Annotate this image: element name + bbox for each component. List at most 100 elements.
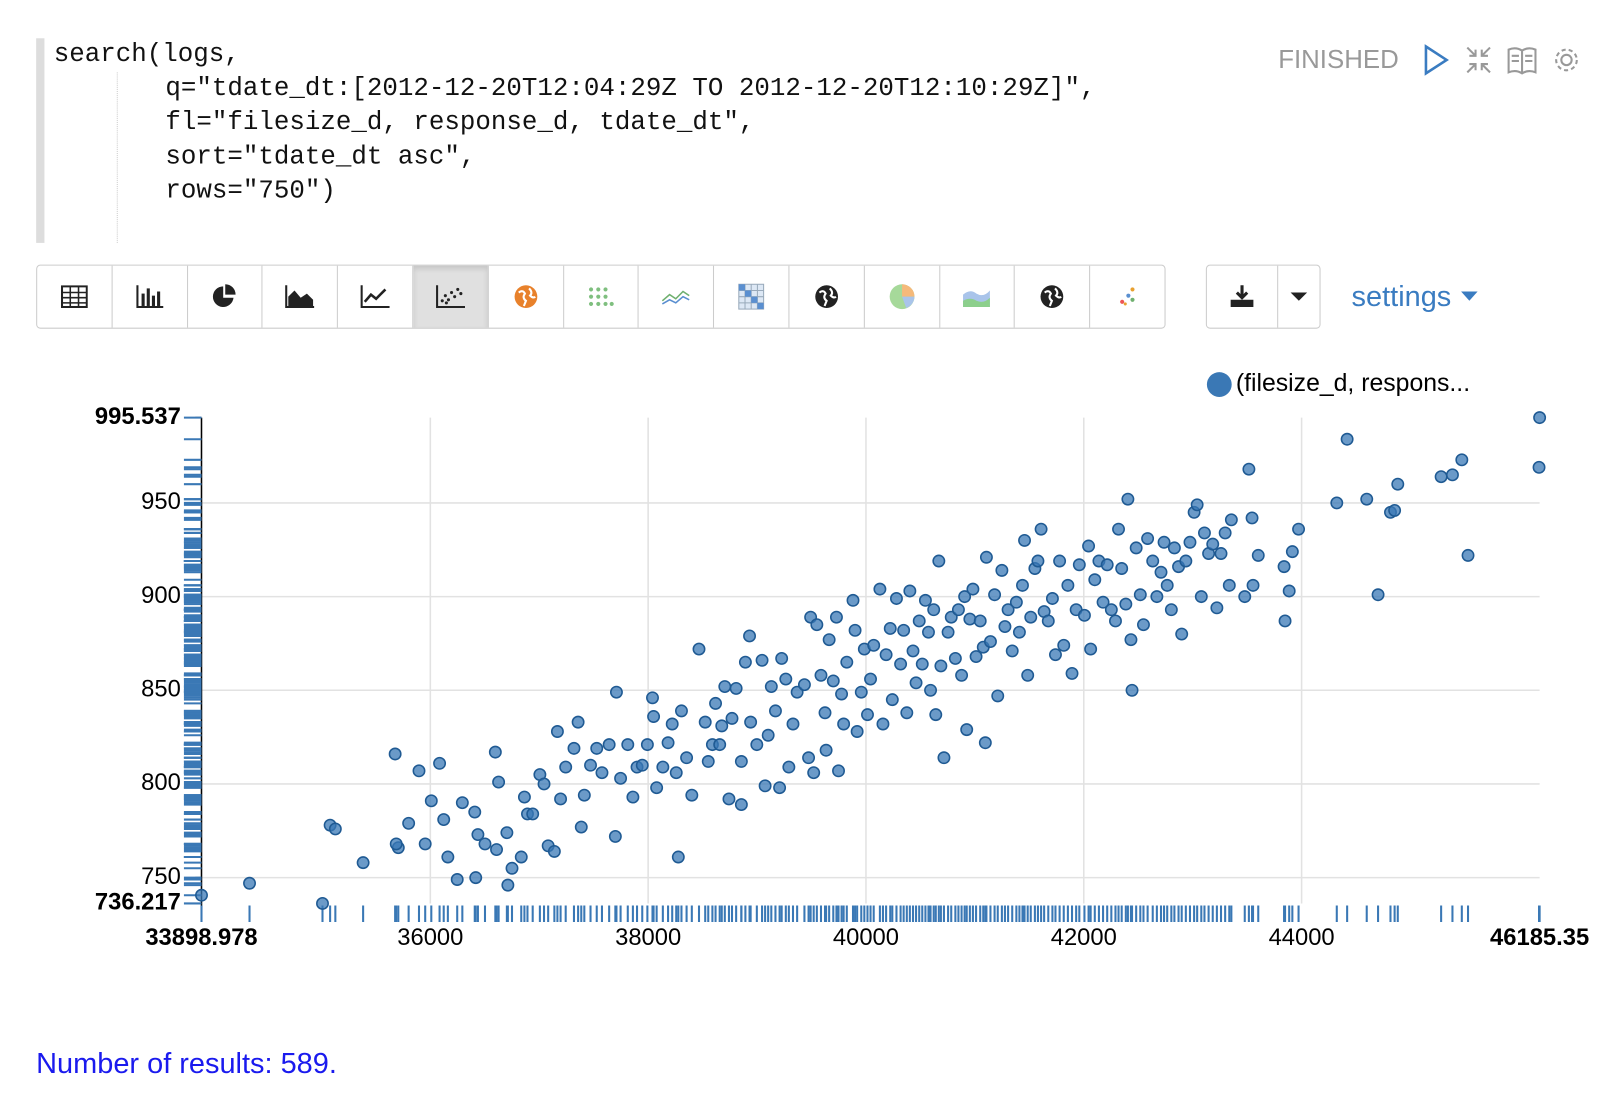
scatter-point	[547, 844, 561, 858]
settings-label[interactable]: settings	[1351, 280, 1452, 313]
scatter-point	[1096, 595, 1110, 609]
scatter-point	[915, 657, 929, 671]
scatter-point	[922, 625, 935, 639]
scatter-point	[1214, 547, 1228, 560]
scatter-point	[761, 728, 775, 742]
globe-button[interactable]	[789, 265, 865, 328]
download-button[interactable]	[1207, 265, 1279, 328]
heatmap-button[interactable]	[564, 265, 639, 328]
book-button[interactable]	[1507, 47, 1537, 75]
scatter-point	[873, 582, 887, 596]
indent-guide	[116, 72, 118, 243]
scatter-point	[797, 678, 811, 692]
x-tick-label: 42000	[1051, 924, 1117, 951]
scatter-point	[743, 629, 756, 643]
y-tick-label: 950	[141, 488, 181, 515]
scatter-point	[646, 691, 659, 705]
line-chart-button[interactable]	[338, 265, 414, 328]
donut-button[interactable]	[865, 265, 940, 328]
table-button[interactable]	[37, 265, 113, 328]
globe-button[interactable]	[1015, 265, 1091, 328]
scatter-point	[640, 738, 654, 752]
scatter-point	[978, 736, 992, 750]
settings-toggle[interactable]: settings	[1352, 280, 1479, 313]
scatter-point	[412, 764, 426, 778]
y-tick-label: 736.217	[95, 889, 181, 916]
scatter-point	[685, 788, 699, 802]
scatter-point	[1034, 522, 1048, 536]
scatter-point	[1222, 578, 1236, 592]
chart: 33898.978 36000 38000 40000 42000 44000 46185.…	[95, 370, 1589, 951]
scatter-point	[680, 751, 694, 765]
map-button[interactable]	[489, 265, 564, 328]
editor-gutter	[36, 38, 45, 243]
scatter-point	[867, 638, 881, 652]
code-line: sort="tdate_dt asc",	[165, 141, 476, 172]
scatter-point	[1206, 537, 1220, 551]
scatter-point	[768, 704, 782, 718]
scatter-point	[1242, 462, 1256, 476]
matrix-button[interactable]	[714, 265, 790, 328]
scatter-point	[1245, 511, 1259, 525]
scatter-point	[501, 878, 515, 892]
scatter-point	[750, 738, 764, 752]
scatter-point	[1278, 614, 1292, 628]
x-tick-label: 44000	[1269, 924, 1335, 951]
scatter-point	[879, 648, 893, 662]
stream-button[interactable]	[940, 265, 1016, 328]
scatter-point	[1125, 683, 1139, 697]
scatter-point	[864, 672, 877, 686]
scatter-point	[1100, 558, 1114, 572]
scatter-point	[786, 717, 800, 731]
scatter-point	[517, 790, 531, 804]
scatter-point	[927, 603, 941, 617]
scatter-point	[1119, 597, 1133, 611]
scatter-point	[328, 822, 342, 836]
scatter-point	[671, 850, 685, 864]
scatter-point	[755, 653, 769, 667]
scatter-point	[810, 618, 824, 632]
scatter-point	[647, 710, 661, 723]
multi-line-button[interactable]	[639, 265, 715, 328]
scatter-point	[734, 798, 748, 812]
scatter-point	[835, 687, 849, 701]
scatter-point	[1292, 522, 1306, 536]
scatter-point	[1194, 590, 1208, 604]
scatter-point	[650, 781, 664, 795]
pie-chart-button[interactable]	[188, 265, 263, 328]
scatter-point	[1012, 625, 1026, 639]
scatter-point	[1167, 541, 1181, 555]
scatter-point	[626, 790, 640, 804]
scatter-point	[983, 635, 997, 649]
scatter-point	[837, 717, 851, 731]
download-dropdown[interactable]	[1278, 266, 1319, 328]
scatter-point	[722, 792, 736, 806]
bar-chart-button[interactable]	[112, 265, 188, 328]
settings-gear[interactable]	[1555, 48, 1578, 72]
collapse-button[interactable]	[1466, 46, 1491, 74]
scatter-point	[929, 708, 943, 722]
scatter-point	[840, 655, 854, 669]
scatter-point	[635, 758, 649, 772]
scatter-point	[701, 755, 715, 768]
scatter-point	[826, 674, 840, 688]
scatter-point	[669, 766, 683, 780]
scatter-chart-button[interactable]	[413, 265, 489, 328]
scatter-point	[492, 775, 506, 789]
scatter-point	[1088, 573, 1102, 587]
scatter-point	[574, 820, 588, 834]
scatter-point	[389, 837, 403, 851]
chart-type-toolbar	[36, 264, 1166, 329]
scatter-point	[437, 813, 451, 827]
area-chart-button[interactable]	[263, 265, 339, 328]
scatter-point	[1371, 588, 1385, 602]
scatter-point	[567, 741, 581, 755]
run-button[interactable]	[1424, 44, 1449, 76]
scatter-point	[807, 766, 821, 780]
scatter-point	[897, 623, 911, 637]
bubble-button[interactable]	[1090, 266, 1164, 328]
scatter-point	[665, 717, 679, 731]
scatter-point	[243, 876, 256, 890]
scatter-point	[991, 689, 1005, 703]
scatter-point	[469, 871, 483, 885]
